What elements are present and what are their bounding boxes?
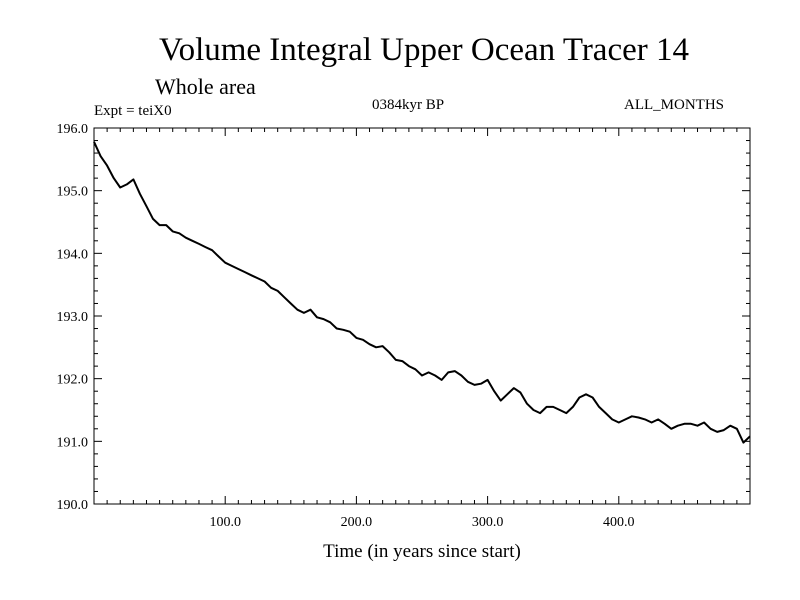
x-axis-title: Time (in years since start) <box>323 541 521 562</box>
x-tick-label: 200.0 <box>341 515 373 530</box>
y-tick-label: 192.0 <box>57 373 89 388</box>
series-line <box>93 141 751 444</box>
y-tick-label: 195.0 <box>57 185 89 200</box>
x-tick-label: 300.0 <box>472 515 504 530</box>
x-tick-label: 400.0 <box>603 515 635 530</box>
plot-frame <box>93 127 751 505</box>
y-tick-label: 191.0 <box>57 435 89 450</box>
axis-tick-labels: 100.0 200.0 300.0 400.0 190.0 191.0 192.0 193.0… <box>57 122 635 530</box>
y-tick-label: 194.0 <box>57 247 89 262</box>
period-label: 0384kyr BP <box>372 97 445 113</box>
chart-title: Volume Integral Upper Ocean Tracer 14 <box>159 32 689 68</box>
y-tick-label: 190.0 <box>57 498 89 513</box>
y-tick-label: 193.0 <box>57 310 89 325</box>
y-tick-label: 196.0 <box>57 122 89 137</box>
axis-ticks <box>94 128 750 504</box>
experiment-label: Expt = teiX0 <box>94 103 172 119</box>
chart-subtitle: Whole area <box>155 74 256 99</box>
x-tick-label: 100.0 <box>209 515 241 530</box>
months-label: ALL_MONTHS <box>624 97 724 113</box>
